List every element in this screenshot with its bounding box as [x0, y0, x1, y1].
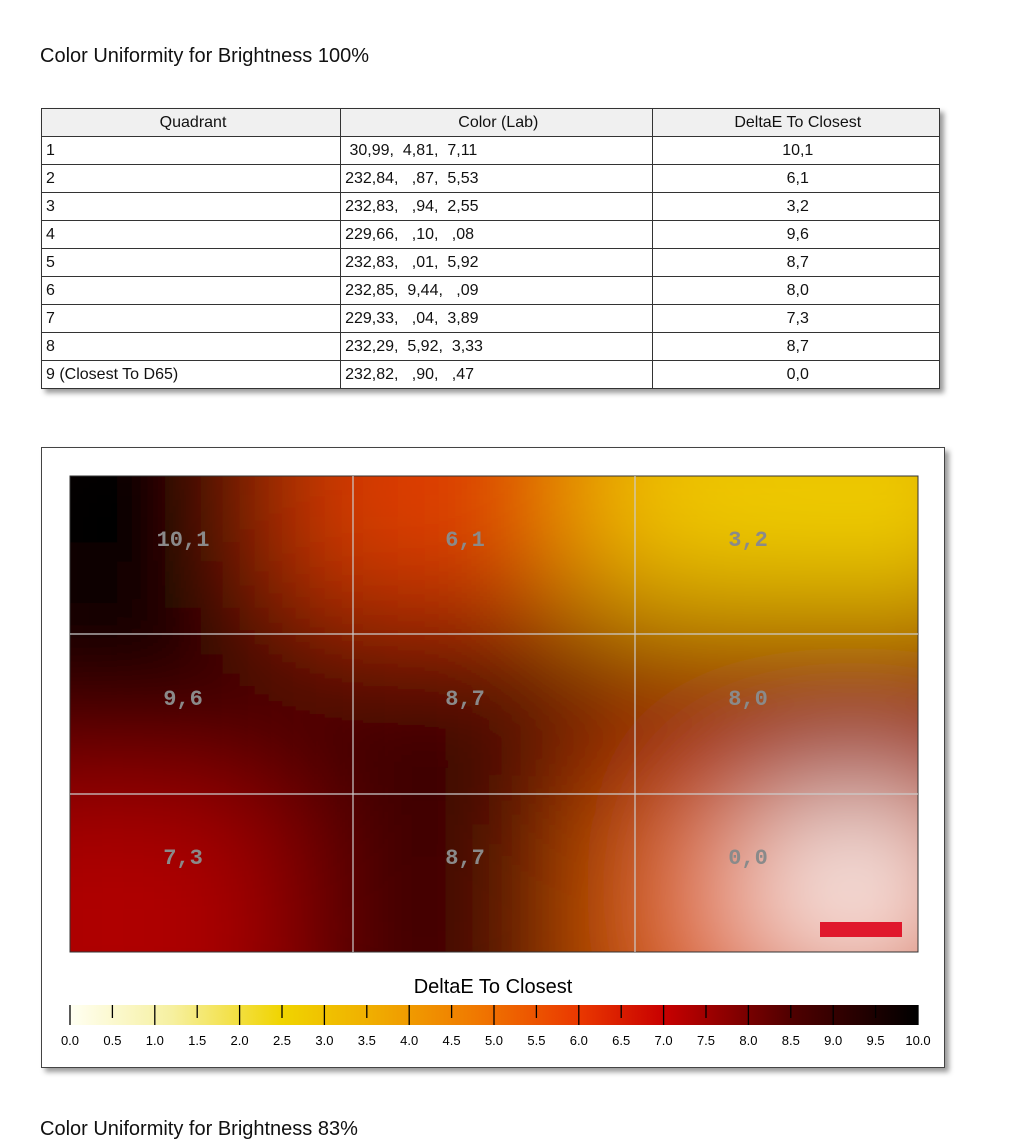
- table-cell: 232,82, ,90, ,47: [340, 360, 653, 389]
- table-cell: 3: [40, 192, 342, 221]
- table-cell: 9 (Closest To D65): [40, 360, 342, 389]
- colorbar-tick-label: 3.0: [315, 1033, 333, 1048]
- table-row: 4 229,66, ,10, ,08 9,6: [40, 220, 941, 249]
- table-cell: 0,0: [651, 360, 941, 389]
- colorbar-tick-label: 8.0: [739, 1033, 757, 1048]
- chart-frame: DeltaE To Closest 10,1 6,1 3,2 9,6 8,7 8,0 7,3…: [41, 447, 945, 1068]
- table-cell: 8,0: [651, 276, 941, 305]
- colorbar-title: DeltaE To Closest: [414, 976, 573, 998]
- section-title: Color Uniformity for Brightness 100%: [40, 45, 370, 67]
- table-cell: 10,1: [651, 136, 941, 165]
- quadrant-value: 9,6: [163, 687, 203, 712]
- colorbar-tick-label: 6.5: [612, 1033, 630, 1048]
- table-cell: 232,85, 9,44, ,09: [340, 276, 653, 305]
- colorbar-tick-label: 0.5: [103, 1033, 121, 1048]
- quadrant-value: 3,2: [728, 528, 768, 553]
- table-row: 8 232,29, 5,92, 3,33 8,7: [40, 332, 941, 361]
- next-section-title: Color Uniformity for Brightness 83%: [40, 1118, 358, 1140]
- table-cell: 4: [40, 220, 342, 249]
- table-cell: 7: [40, 304, 342, 333]
- table-row: 1 30,99, 4,81, 7,11 10,1: [40, 136, 941, 165]
- column-header: Quadrant: [40, 108, 342, 137]
- quadrant-value: 8,7: [445, 846, 485, 871]
- column-header: DeltaE To Closest: [651, 108, 941, 137]
- data-table: Quadrant Color (Lab) DeltaE To Closest 1 3…: [40, 108, 941, 389]
- quadrant-value: 7,3: [163, 846, 203, 871]
- table-row: 2 232,84, ,87, 5,53 6,1: [40, 164, 941, 193]
- colorbar-tick-label: 7.5: [697, 1033, 715, 1048]
- colorbar-tick-label: 4.5: [443, 1033, 461, 1048]
- table-cell: 8: [40, 332, 342, 361]
- table-header: Quadrant Color (Lab) DeltaE To Closest: [40, 108, 941, 137]
- table-cell: 6: [40, 276, 342, 305]
- table-cell: 232,29, 5,92, 3,33: [340, 332, 653, 361]
- table-cell: 1: [40, 136, 342, 165]
- table-row: 3 232,83, ,94, 2,55 3,2: [40, 192, 941, 221]
- colorbar-tick-label: 1.5: [188, 1033, 206, 1048]
- table-cell: 5: [40, 248, 342, 277]
- colorbar-tick-label: 8.5: [782, 1033, 800, 1048]
- colorbar-tick-label: 9.5: [867, 1033, 885, 1048]
- heatmap-chart: DeltaE To Closest 10,1 6,1 3,2 9,6 8,7 8,0 7,3…: [61, 475, 931, 1048]
- colorbar-tick-label: 7.0: [655, 1033, 673, 1048]
- colorbar-tick-label: 0.0: [61, 1033, 79, 1048]
- table-row: 7 229,33, ,04, 3,89 7,3: [40, 304, 941, 333]
- table-cell: 8,7: [651, 332, 941, 361]
- quadrant-value: 0,0: [728, 846, 768, 871]
- table-cell: 232,84, ,87, 5,53: [340, 164, 653, 193]
- colorbar-tick-label: 2.5: [273, 1033, 291, 1048]
- table-cell: 7,3: [651, 304, 941, 333]
- colorbar-tick-label: 10.0: [905, 1033, 930, 1048]
- table-body: 1 30,99, 4,81, 7,11 10,1 2 232,84, ,87, 5,5…: [40, 136, 941, 389]
- colorbar-tick-label: 4.0: [400, 1033, 418, 1048]
- colorbar-tick-label: 5.5: [527, 1033, 545, 1048]
- table-cell: 6,1: [651, 164, 941, 193]
- quadrant-value: 8,0: [728, 687, 768, 712]
- heatmap-surface: [70, 476, 918, 952]
- table-row: 9 (Closest To D65) 232,82, ,90, ,47 0,0: [40, 360, 941, 389]
- table-cell: 229,33, ,04, 3,89: [340, 304, 653, 333]
- table-row: 6 232,85, 9,44, ,09 8,0: [40, 276, 941, 305]
- table-cell: 229,66, ,10, ,08: [340, 220, 653, 249]
- quadrant-value: 10,1: [157, 528, 210, 553]
- colorbar-tick-label: 3.5: [358, 1033, 376, 1048]
- colorbar-tick-label: 9.0: [824, 1033, 842, 1048]
- table-cell: 9,6: [651, 220, 941, 249]
- table-cell: 30,99, 4,81, 7,11: [340, 136, 653, 165]
- table-cell: 8,7: [651, 248, 941, 277]
- table-row: 5 232,83, ,01, 5,92 8,7: [40, 248, 941, 277]
- colorbar-tick-label: 1.0: [146, 1033, 164, 1048]
- table-cell: 232,83, ,01, 5,92: [340, 248, 653, 277]
- colorbar-tick-label: 2.0: [231, 1033, 249, 1048]
- quadrant-value: 8,7: [445, 687, 485, 712]
- table-cell: 2: [40, 164, 342, 193]
- column-header: Color (Lab): [340, 108, 653, 137]
- table-cell: 3,2: [651, 192, 941, 221]
- colorbar-tick-label: 5.0: [485, 1033, 503, 1048]
- table-cell: 232,83, ,94, 2,55: [340, 192, 653, 221]
- colorbar-tick-label: 6.0: [570, 1033, 588, 1048]
- quadrant-value: 6,1: [445, 528, 485, 553]
